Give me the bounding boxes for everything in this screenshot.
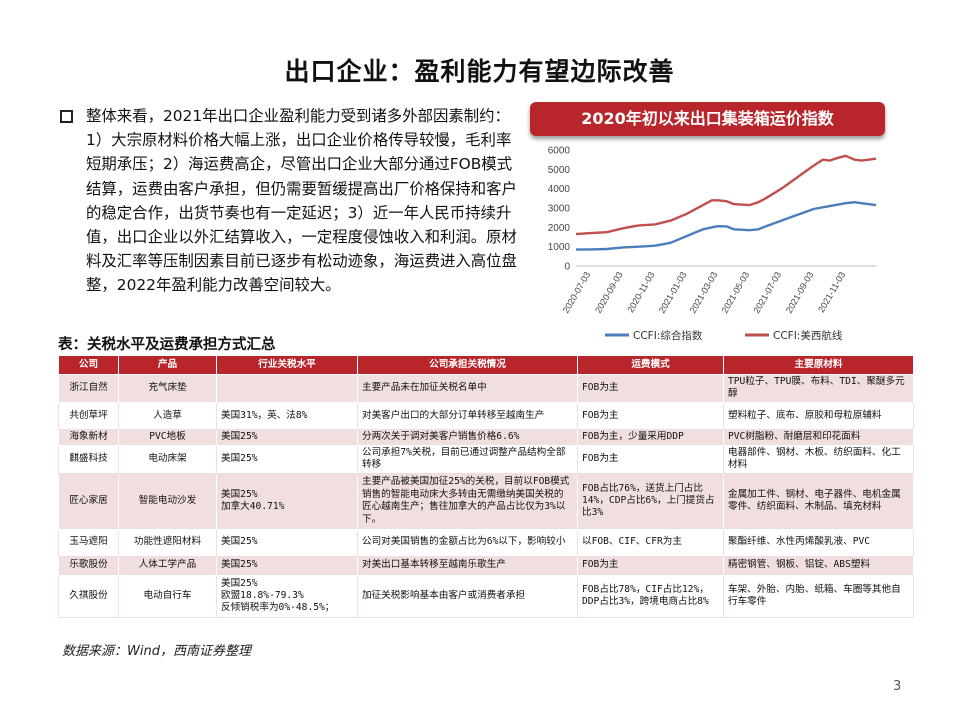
cell-raw-materials: 车架、外胎、内胎、纸箱、车圈等其他自行车零件 [723,574,914,618]
x-tick-label: 2021-01-03 [657,270,689,315]
cell-freight-mode: FOB占比76%，送货上门占比14%，CDP占比6%，上门提货占比3% [577,472,724,530]
summary-bullet: 整体来看，2021年出口企业盈利能力受到诸多外部因素制约：1）大宗原材料价格大幅… [60,104,525,298]
header-product: 产品 [118,355,217,375]
cell-industry-tariff: 美国25% 欧盟18.8%-79.3% 反倾销税率为0%-48.5%； [216,574,358,618]
header-freight-mode: 运费模式 [577,355,724,375]
data-source-note: 数据来源：Wind，西南证券整理 [62,644,251,659]
cell-company: 共创草坪 [58,401,119,430]
cell-company-tariff: 对美客户出口的大部分订单转移至越南生产 [357,401,578,430]
cell-freight-mode: FOB为主 [577,555,724,576]
cell-company: 久祺股份 [58,574,119,618]
table-title: 表：关税水平及运费承担方式汇总 [58,337,276,353]
cell-freight-mode: FOB为主 [577,401,724,430]
tariff-freight-table: 公司 产品 行业关税水平 公司承担关税情况 运费模式 主要原材料 浙江自然 充气… [58,355,914,618]
table-row: 麒盛科技 电动床架 美国25% 公司承担7%关税，目前已通过调整产品结构全部转移… [58,444,914,474]
cell-raw-materials: 精密钢管、钢板、铝锭、ABS塑料 [723,555,914,576]
table-row: 玉马遮阳 功能性遮阳材料 美国25% 公司对美国销售的金额占比为6%以下，影响较… [58,528,914,557]
cell-company-tariff: 主要产品被美国加征25%的关税，目前以FOB模式销售的智能电动床大多转由无需缴纳… [357,472,578,530]
x-tick-label: 2020-07-03 [561,270,593,315]
cell-company: 海象新材 [58,428,119,446]
y-tick-label: 4000 [548,184,571,195]
cell-freight-mode: FOB占比78%，CIF占比12%，DDP占比3%，跨境电商占比8% [577,574,724,618]
cell-product: PVC地板 [118,428,217,446]
cell-product: 智能电动沙发 [118,472,217,530]
cell-company-tariff: 加征关税影响基本由客户或消费者承担 [357,574,578,618]
cell-company-tariff: 公司承担7%关税，目前已通过调整产品结构全部转移 [357,444,578,474]
cell-raw-materials: 聚酯纤维、水性丙烯酸乳液、PVC [723,528,914,557]
cell-raw-materials: 金属加工件、钢材、电子器件、电机金属零件、纺织面料、木制品、填充材料 [723,472,914,530]
header-company-tariff: 公司承担关税情况 [357,355,578,375]
page-title: 出口企业：盈利能力有望边际改善 [284,57,675,86]
chart-title: 2020年初以来出口集装箱运价指数 [530,102,885,136]
table-row: 乐歌股份 人体工学产品 美国25% 对美出口基本转移至越南乐歌生产 FOB为主 … [58,555,914,576]
x-tick-label: 2021-07-03 [751,270,783,315]
cell-product: 充气床垫 [118,374,217,403]
legend-label: CCFI:美西航线 [773,329,843,342]
cell-freight-mode: 以FOB、CIF、CFR为主 [577,528,724,557]
cell-freight-mode: FOB为主 [577,444,724,474]
cell-industry-tariff: 美国25% [216,555,358,576]
table-row: 久祺股份 电动自行车 美国25% 欧盟18.8%-79.3% 反倾销税率为0%-… [58,574,914,618]
cell-raw-materials: PVC树脂粉、耐磨层和印花面料 [723,428,914,446]
cell-product: 功能性遮阳材料 [118,528,217,557]
cell-industry-tariff: 美国31%，英、法8% [216,401,358,430]
cell-raw-materials: 塑料粒子、底布、原胶和母粒原辅料 [723,401,914,430]
table-header-row: 公司 产品 行业关税水平 公司承担关税情况 运费模式 主要原材料 [58,355,914,375]
header-company: 公司 [58,355,119,375]
cell-industry-tariff: 美国25% [216,428,358,446]
square-bullet-icon [60,110,73,123]
cell-company-tariff: 主要产品未在加征关税名单中 [357,374,578,403]
cell-industry-tariff: 美国25% 加拿大40.71% [216,472,358,530]
series-line-2 [575,154,877,236]
cell-product: 人体工学产品 [118,555,217,576]
cell-company: 乐歌股份 [58,555,119,576]
cell-company: 匠心家居 [58,472,119,530]
y-tick-label: 3000 [548,204,571,215]
cell-raw-materials: TPU粒子、TPU膜、布料、TDI、聚醚多元醇 [723,374,914,403]
cell-industry-tariff: 美国25% [216,444,358,474]
x-tick-label: 2021-09-03 [784,270,816,315]
table-row: 匠心家居 智能电动沙发 美国25% 加拿大40.71% 主要产品被美国加征25%… [58,472,914,530]
legend-label: CCFI:综合指数 [633,329,703,342]
series-line-1 [575,201,877,251]
x-tick-label: 2020-11-03 [625,270,656,314]
y-tick-label: 2000 [548,223,571,234]
cell-product: 人造草 [118,401,217,430]
cell-company-tariff: 对美出口基本转移至越南乐歌生产 [357,555,578,576]
cell-product: 电动自行车 [118,574,217,618]
cell-freight-mode: FOB为主 [577,374,724,403]
x-tick-label: 2021-03-03 [688,270,720,315]
table-row: 浙江自然 充气床垫 主要产品未在加征关税名单中 FOB为主 TPU粒子、TPU膜… [58,374,914,403]
cell-company: 麒盛科技 [58,444,119,474]
header-raw-materials: 主要原材料 [723,355,914,375]
page-number: 3 [893,679,902,694]
table-row: 海象新材 PVC地板 美国25% 分两次关于调对美客户销售价格6.6% FOB为… [58,428,914,446]
cell-company-tariff: 公司对美国销售的金额占比为6%以下，影响较小 [357,528,578,557]
y-tick-label: 1000 [548,242,571,253]
summary-paragraph: 整体来看，2021年出口企业盈利能力受到诸多外部因素制约：1）大宗原材料价格大幅… [86,107,517,295]
y-tick-label: 6000 [548,146,571,157]
table-row: 共创草坪 人造草 美国31%，英、法8% 对美客户出口的大部分订单转移至越南生产… [58,401,914,430]
cell-industry-tariff: 美国25% [216,528,358,557]
cell-company: 浙江自然 [58,374,119,403]
cell-raw-materials: 电器部件、钢材、木板、纺织面料、化工材料 [723,444,914,474]
cell-freight-mode: FOB为主，少量采用DDP [577,428,724,446]
cell-product: 电动床架 [118,444,217,474]
cell-industry-tariff [216,374,358,403]
freight-index-chart: 2020年初以来出口集装箱运价指数 0 1000 2000 3000 4000 5000 6… [530,102,885,347]
x-tick-label: 2020-09-03 [593,270,625,315]
cell-company: 玉马遮阳 [58,528,119,557]
header-industry-tariff: 行业关税水平 [216,355,358,375]
x-tick-label: 2021-11-03 [816,270,847,314]
x-tick-label: 2021-05-03 [720,270,752,315]
y-tick-label: 0 [564,262,570,273]
y-tick-label: 5000 [548,165,571,176]
cell-company-tariff: 分两次关于调对美客户销售价格6.6% [357,428,578,446]
